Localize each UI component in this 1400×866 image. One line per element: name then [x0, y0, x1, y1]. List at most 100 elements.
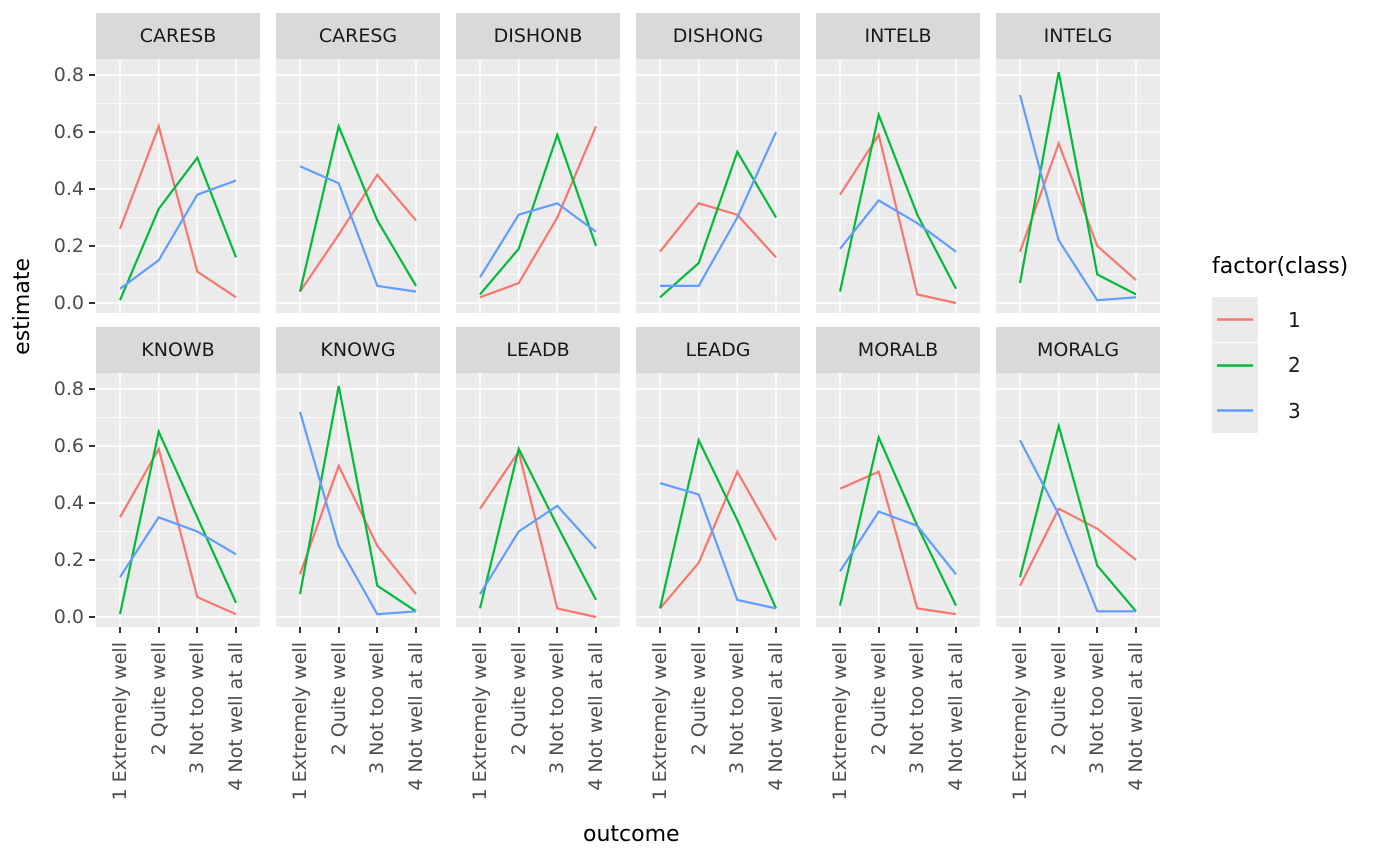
- series-line-class-1: [1019, 507, 1137, 587]
- x-tick-mark: [517, 627, 520, 633]
- facet-title: MORALG: [1036, 339, 1120, 361]
- x-tick-label: 4 Not well at all: [225, 642, 247, 791]
- panel-plot: [96, 373, 260, 627]
- x-tick-mark: [556, 627, 559, 633]
- x-tick-label: 2 Quite well: [147, 642, 170, 756]
- x-tick-label: 2 Quite well: [867, 642, 890, 756]
- series-line-class-3: [1018, 94, 1137, 302]
- y-tick-label: 0.2: [53, 549, 84, 571]
- y-tick-mark: [89, 559, 95, 561]
- facet-title: INTELB: [864, 25, 932, 47]
- x-tick-mark: [415, 627, 417, 633]
- series-line-class-1: [299, 172, 417, 293]
- series-line-class-2: [118, 428, 238, 615]
- facet-title: INTELG: [1043, 25, 1113, 47]
- series-line-class-3: [479, 504, 597, 595]
- x-tick-mark: [877, 627, 880, 633]
- facet-title: KNOWB: [141, 339, 215, 361]
- series-line-class-1: [839, 470, 957, 616]
- series-line-class-2: [118, 155, 238, 301]
- facet-strip: DISHONB: [456, 13, 620, 59]
- x-tick-mark: [839, 627, 841, 633]
- x-tick-mark: [775, 627, 777, 633]
- x-tick-mark: [479, 627, 481, 633]
- series-line-class-2: [659, 149, 777, 299]
- x-tick-label: 1 Extremely well: [469, 642, 491, 801]
- series-line-class-2: [838, 111, 957, 292]
- series-line-class-2: [298, 385, 417, 613]
- legend-key: [1212, 342, 1258, 388]
- facet-panel: [636, 373, 800, 627]
- y-tick-label: 0.6: [53, 121, 84, 143]
- x-tick-label: 2 Quite well: [507, 642, 530, 756]
- panel-plot: [996, 373, 1160, 627]
- x-tick-label: 4 Not well at all: [585, 642, 607, 791]
- panel-plot: [456, 373, 620, 627]
- series-line-class-1: [119, 445, 237, 616]
- x-tick-label: 3 Not too well: [906, 642, 929, 774]
- x-tick-label: 3 Not too well: [186, 642, 209, 774]
- x-tick-mark: [376, 627, 379, 633]
- x-tick-label: 1 Extremely well: [289, 642, 311, 801]
- x-tick-mark: [157, 627, 160, 633]
- legend-label: 3: [1288, 398, 1301, 423]
- x-tick-label: 3 Not too well: [1086, 642, 1109, 774]
- series-line-class-2: [1018, 421, 1137, 613]
- series-line-class-3: [299, 165, 417, 293]
- series-line-class-2: [479, 131, 598, 296]
- facet-panel: [96, 59, 260, 313]
- series-line-class-1: [479, 125, 598, 299]
- facet-strip: DISHONG: [636, 13, 800, 59]
- x-tick-mark: [1096, 627, 1099, 633]
- facet-panel: [816, 59, 980, 313]
- panel-plot: [816, 373, 980, 627]
- y-tick-label: 0.8: [53, 64, 84, 86]
- x-tick-mark: [299, 627, 301, 633]
- facet-strip: LEADB: [456, 327, 620, 373]
- series-line-class-2: [658, 437, 778, 609]
- facet-strip: KNOWG: [276, 327, 440, 373]
- x-tick-label: 4 Not well at all: [405, 642, 427, 791]
- x-tick-mark: [955, 627, 957, 633]
- facet-title: MORALB: [857, 339, 939, 361]
- x-tick-label: 2 Quite well: [1047, 642, 1070, 756]
- legend-label: 2: [1288, 353, 1301, 377]
- y-tick-mark: [89, 302, 95, 304]
- y-tick-label: 0.8: [53, 378, 84, 400]
- panel-plot: [276, 373, 440, 627]
- facet-panel: [96, 373, 260, 627]
- series-line-class-3: [659, 482, 777, 610]
- series-line-class-1: [1018, 140, 1137, 282]
- facet-panel: [276, 59, 440, 313]
- y-tick-label: 0.4: [53, 492, 84, 514]
- series-line-class-3: [298, 411, 417, 616]
- y-tick-mark: [89, 74, 95, 76]
- x-tick-mark: [235, 627, 237, 633]
- x-tick-label: 3 Not too well: [366, 642, 389, 774]
- series-line-class-2: [1018, 71, 1137, 296]
- x-tick-label: 4 Not well at all: [945, 642, 967, 791]
- x-tick-label: 3 Not too well: [726, 642, 749, 774]
- y-tick-mark: [89, 445, 95, 447]
- facet-panel: [996, 373, 1160, 627]
- panel-plot: [816, 59, 980, 313]
- series-line-class-2: [838, 433, 957, 607]
- x-tick-label: 4 Not well at all: [765, 642, 787, 791]
- facet-title: DISHONG: [672, 25, 764, 47]
- series-line-class-1: [839, 132, 957, 305]
- x-tick-mark: [1057, 627, 1060, 633]
- series-line-class-1: [118, 122, 237, 299]
- x-tick-label: 4 Not well at all: [1125, 642, 1147, 791]
- panel-plot: [636, 373, 800, 627]
- y-tick-mark: [89, 245, 95, 247]
- x-tick-mark: [697, 627, 700, 633]
- x-tick-label: 3 Not too well: [546, 642, 569, 774]
- facet-strip: INTELB: [816, 13, 980, 59]
- facet-strip: MORALG: [996, 327, 1160, 373]
- x-tick-label: 1 Extremely well: [109, 642, 131, 801]
- y-tick-label: 0.0: [53, 606, 84, 628]
- facet-title: DISHONB: [493, 25, 583, 47]
- y-tick-mark: [89, 131, 95, 133]
- facet-strip: CARESB: [96, 13, 260, 59]
